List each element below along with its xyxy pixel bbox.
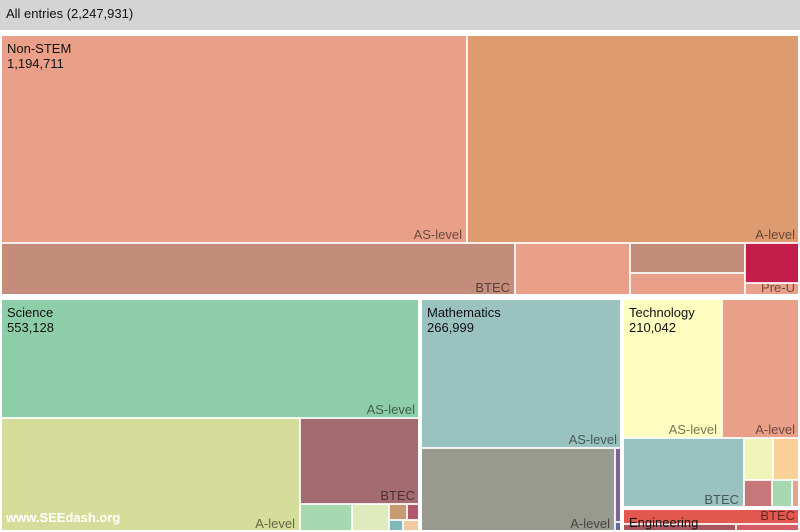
treemap-cell-mathematics-a-level[interactable]: A-level	[420, 448, 615, 532]
root-label: All entries (2,247,931)	[6, 6, 134, 21]
treemap-cell-technology-as-level[interactable]: AS-level	[622, 298, 722, 438]
treemap-cell-science-segment-6[interactable]	[407, 504, 420, 520]
treemap-cell-engineering-segment-1[interactable]	[622, 524, 736, 532]
treemap-cell-technology-segment-7[interactable]	[792, 480, 800, 508]
treemap-cell-science-btec[interactable]: BTEC	[300, 418, 420, 504]
treemap-cell-science-segment-3[interactable]	[300, 504, 352, 532]
treemap-cell-non-stem-segment-4[interactable]	[630, 243, 745, 273]
cell-label: AS-level	[668, 422, 717, 437]
treemap-cell-mathematics-segment-2[interactable]	[615, 448, 622, 522]
treemap-cell-technology-segment-5[interactable]	[744, 480, 772, 508]
treemap-cell-technology-segment-3[interactable]	[744, 438, 773, 480]
treemap-cell-technology-segment-4[interactable]	[773, 438, 800, 480]
cell-label: BTEC	[380, 488, 415, 503]
cell-label: A-level	[255, 516, 295, 531]
treemap-cell-mathematics-segment-3[interactable]	[615, 522, 622, 532]
treemap-cell-science-segment-4[interactable]	[352, 504, 389, 532]
treemap-cell-non-stem-segment-3[interactable]	[515, 243, 630, 296]
treemap-cell-mathematics-as-level[interactable]: AS-level	[420, 298, 622, 448]
treemap-cell-science-a-level[interactable]: A-level	[0, 418, 300, 532]
treemap-cell-science-segment-8[interactable]	[403, 520, 420, 532]
cell-label: AS-level	[366, 402, 415, 417]
cell-label: A-level	[755, 422, 795, 437]
cell-label: BTEC	[704, 492, 739, 507]
treemap-cell-non-stem-segment-5[interactable]	[630, 273, 745, 296]
treemap-cell-technology-segment-6[interactable]	[772, 480, 792, 508]
root-bar[interactable]: All entries (2,247,931)	[0, 0, 800, 30]
cell-label: AS-level	[413, 227, 462, 242]
treemap-cell-engineering-segment-2[interactable]	[736, 524, 800, 532]
watermark: www.SEEdash.org	[6, 510, 121, 525]
treemap-cell-non-stem-a-level[interactable]: A-level	[467, 34, 800, 243]
cell-label: AS-level	[568, 432, 617, 447]
treemap-cell-engineering-btec[interactable]: BTEC	[622, 508, 800, 524]
cell-label: BTEC	[760, 508, 795, 523]
treemap-cell-non-stem-as-level[interactable]: AS-level	[0, 34, 467, 243]
treemap-cell-technology-btec[interactable]: BTEC	[622, 438, 744, 508]
treemap-cell-science-as-level[interactable]: AS-level	[0, 298, 420, 418]
cell-label: A-level	[570, 516, 610, 531]
treemap-cell-non-stem-pre-u[interactable]: Pre-U	[745, 283, 800, 296]
treemap-cell-technology-a-level[interactable]: A-level	[722, 298, 800, 438]
treemap-cell-non-stem-segment-6[interactable]	[745, 243, 800, 283]
cell-label: BTEC	[475, 280, 510, 295]
treemap-cell-science-segment-7[interactable]	[389, 520, 403, 532]
cell-label: A-level	[755, 227, 795, 242]
treemap-cell-science-segment-5[interactable]	[389, 504, 407, 520]
cell-label: Pre-U	[761, 283, 795, 295]
treemap-cell-non-stem-btec[interactable]: BTEC	[0, 243, 515, 296]
